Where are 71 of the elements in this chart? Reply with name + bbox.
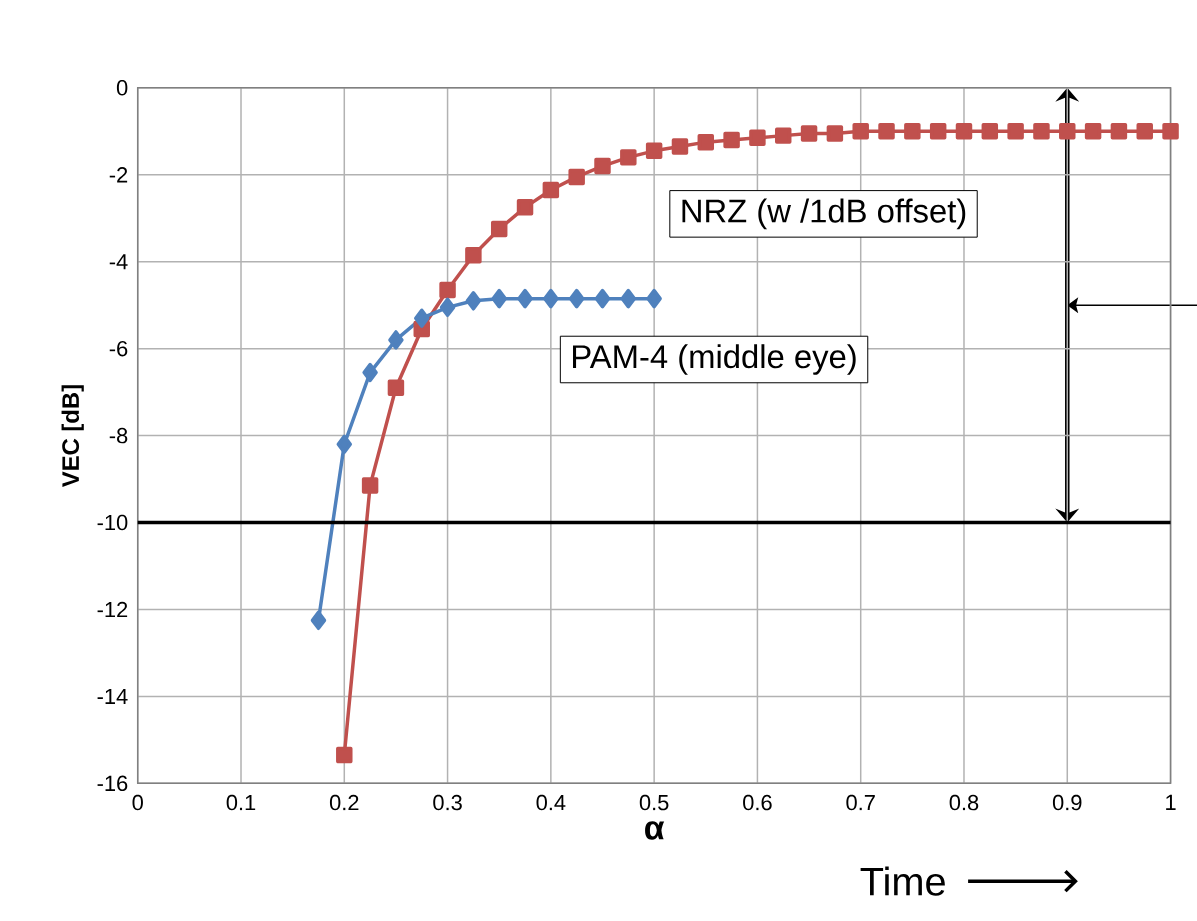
- point: [336, 746, 353, 764]
- point: [878, 123, 895, 140]
- point: [362, 362, 378, 383]
- x-tick-label: 0.5: [639, 794, 669, 811]
- x-tick-label: 0.8: [949, 794, 979, 811]
- point: [646, 288, 662, 309]
- point: [542, 181, 560, 199]
- point: [800, 125, 818, 142]
- y-tick-label: -2: [109, 167, 128, 183]
- point: [723, 131, 740, 149]
- y-axis-title: VEC [dB]: [61, 385, 84, 488]
- x-tick-label: 1: [1166, 794, 1176, 810]
- point: [775, 127, 792, 144]
- point: [620, 149, 637, 166]
- point: [620, 288, 637, 309]
- point: [929, 123, 947, 140]
- series-label: PAM-4 (middle eye): [573, 344, 856, 375]
- point: [645, 142, 663, 160]
- point: [671, 138, 689, 155]
- point: [852, 123, 869, 140]
- point: [543, 288, 559, 309]
- x-tick-label: 0.3: [433, 794, 462, 811]
- point: [439, 281, 456, 299]
- x-axis-title: α: [645, 821, 665, 840]
- point: [981, 123, 999, 140]
- x-tick-label: 0: [132, 794, 143, 811]
- point: [1110, 123, 1128, 140]
- x-tick-label: 0.1: [226, 794, 256, 811]
- point: [517, 288, 533, 309]
- point: [310, 610, 327, 631]
- point: [1136, 123, 1153, 140]
- y-tick-label: -12: [97, 601, 128, 618]
- point: [1033, 123, 1050, 140]
- y-tick-label: -16: [97, 775, 128, 792]
- x-tick-label: 0.4: [536, 794, 566, 811]
- x-tick-label: 0.7: [846, 794, 875, 811]
- point: [491, 288, 507, 309]
- series-label: NRZ (w /1dB offset): [682, 198, 966, 230]
- x-tick-label: 0.9: [1052, 794, 1082, 811]
- point: [465, 246, 482, 264]
- point: [490, 220, 508, 238]
- point: [594, 157, 611, 175]
- y-tick-label: 0: [116, 80, 128, 96]
- y-tick-label: -6: [109, 340, 128, 357]
- point: [388, 330, 404, 350]
- point: [568, 288, 585, 309]
- point: [439, 297, 456, 318]
- y-tick-label: -14: [97, 688, 128, 704]
- y-tick-label: -8: [109, 427, 128, 444]
- point: [361, 477, 379, 494]
- point: [387, 379, 405, 396]
- point: [1162, 123, 1179, 140]
- point: [749, 129, 766, 147]
- text: Time: [860, 866, 945, 896]
- point: [1059, 123, 1076, 140]
- point: [826, 125, 844, 142]
- y-tick-label: -4: [109, 254, 128, 270]
- y-tick-label: -10: [97, 514, 128, 531]
- point: [904, 123, 921, 140]
- point: [465, 291, 482, 311]
- point: [568, 168, 585, 186]
- point: [1084, 123, 1102, 140]
- point: [594, 288, 611, 309]
- point: [955, 123, 973, 140]
- point: [516, 199, 534, 216]
- point: [697, 133, 715, 151]
- point: [1007, 123, 1024, 140]
- point: [414, 308, 430, 328]
- x-tick-label: 0.2: [329, 794, 359, 811]
- point: [336, 434, 353, 454]
- x-tick-label: 0.6: [743, 794, 772, 811]
